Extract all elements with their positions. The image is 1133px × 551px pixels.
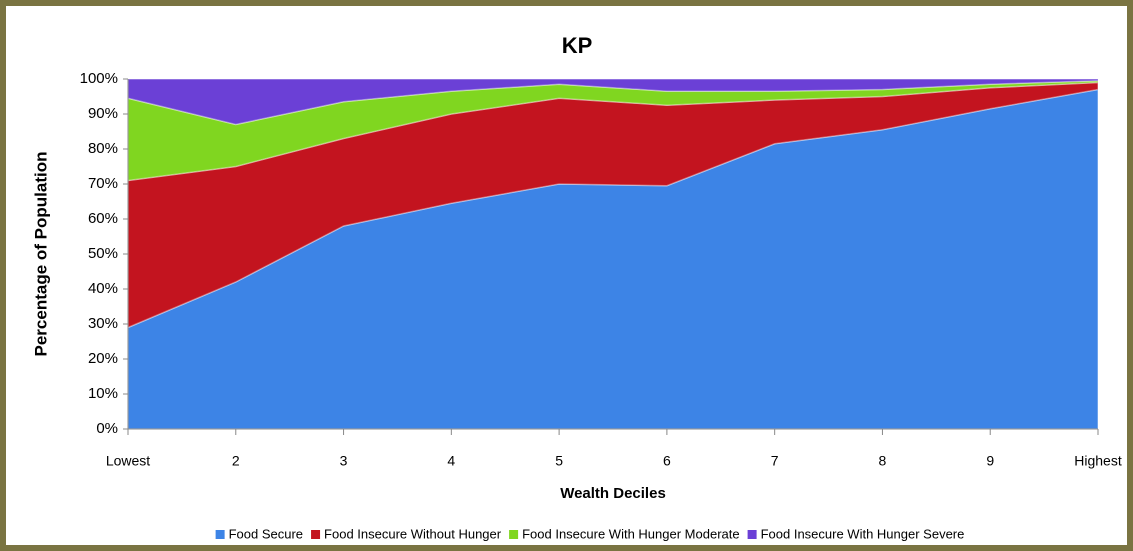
x-tick-label: 2 — [232, 453, 240, 469]
x-tick-label: 3 — [340, 453, 348, 469]
legend-swatch — [311, 530, 321, 539]
area — [127, 78, 1099, 126]
y-tick-label: 80% — [88, 140, 118, 157]
y-tick-label: 0% — [96, 420, 118, 437]
y-tick-label: 100% — [80, 70, 118, 87]
legend-swatch — [747, 530, 757, 539]
x-tick-label: Lowest — [106, 453, 150, 469]
legend-swatch — [215, 530, 225, 539]
legend-label: Food Insecure With Hunger Moderate — [522, 526, 740, 541]
y-tick-label: 60% — [88, 210, 118, 227]
legend-swatch — [509, 530, 519, 539]
x-tick-label: Highest — [1074, 453, 1122, 469]
legend-label: Food Secure — [229, 526, 303, 541]
y-tick-label: 10% — [88, 385, 118, 402]
y-tick-label: 90% — [88, 105, 118, 122]
x-tick-label: 8 — [879, 453, 887, 469]
x-tick-label: 7 — [771, 453, 779, 469]
y-tick-label: 30% — [88, 315, 118, 332]
x-axis-label: Wealth Deciles — [560, 485, 666, 502]
y-axis-label: Percentage of Population — [31, 152, 50, 357]
y-tick-label: 40% — [88, 280, 118, 297]
legend-label: Food Insecure Without Hunger — [324, 526, 502, 541]
y-tick-label: 70% — [88, 175, 118, 192]
x-tick-label: 5 — [555, 453, 563, 469]
y-tick-label: 20% — [88, 350, 118, 367]
x-tick-label: 6 — [663, 453, 671, 469]
x-tick-label: 9 — [986, 453, 994, 469]
x-tick-label: 4 — [447, 453, 455, 469]
chart-title: KP — [562, 33, 593, 58]
y-tick-label: 50% — [88, 245, 118, 262]
legend-label: Food Insecure With Hunger Severe — [761, 526, 965, 541]
